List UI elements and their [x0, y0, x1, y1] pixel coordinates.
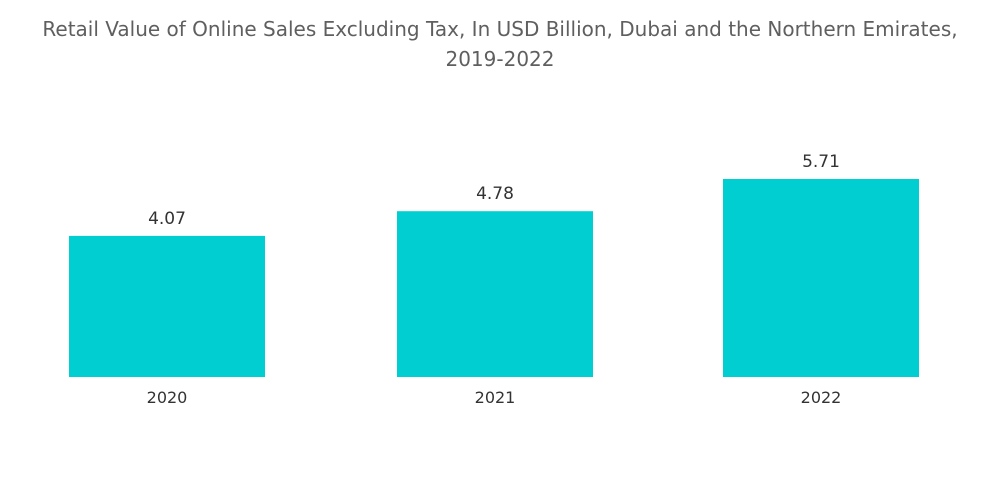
data-label-2021: 4.78: [476, 184, 514, 204]
x-tick-label-2020: 2020: [147, 388, 188, 407]
chart-title: Retail Value of Online Sales Excluding T…: [0, 14, 1000, 74]
x-tick-label-2022: 2022: [801, 388, 842, 407]
data-label-2020: 4.07: [148, 209, 186, 229]
bar-2021: [397, 211, 593, 377]
data-label-2022: 5.71: [802, 152, 840, 172]
bar-2022: [723, 179, 919, 377]
chart-title-line-1: Retail Value of Online Sales Excluding T…: [42, 17, 958, 41]
chart-title-line-2: 2019-2022: [445, 47, 555, 71]
x-tick-label-2021: 2021: [475, 388, 516, 407]
bar-2020: [69, 235, 265, 377]
